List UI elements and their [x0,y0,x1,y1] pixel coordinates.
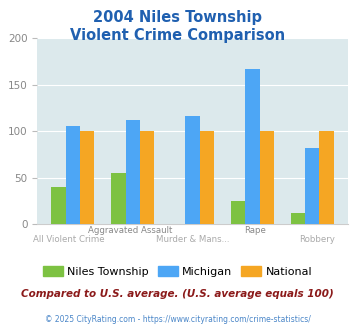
Bar [51,187,66,224]
Text: Robbery: Robbery [299,235,335,244]
Bar [320,131,334,224]
Text: 2004 Niles Township: 2004 Niles Township [93,10,262,25]
Bar [80,131,94,224]
Legend: Niles Township, Michigan, National: Niles Township, Michigan, National [38,261,317,281]
Text: Rape: Rape [244,226,266,235]
Text: All Violent Crime: All Violent Crime [33,235,104,244]
Bar [126,120,140,224]
Bar [140,131,154,224]
Text: Murder & Mans...: Murder & Mans... [156,235,229,244]
Bar [185,116,200,224]
Text: Compared to U.S. average. (U.S. average equals 100): Compared to U.S. average. (U.S. average … [21,289,334,299]
Bar [305,148,320,224]
Text: © 2025 CityRating.com - https://www.cityrating.com/crime-statistics/: © 2025 CityRating.com - https://www.city… [45,315,310,324]
Bar [111,173,126,224]
Bar [231,201,245,224]
Bar [66,126,80,224]
Bar [291,213,305,224]
Text: Violent Crime Comparison: Violent Crime Comparison [70,28,285,43]
Bar [245,69,260,224]
Text: Aggravated Assault: Aggravated Assault [88,226,173,235]
Bar [260,131,274,224]
Bar [200,131,214,224]
